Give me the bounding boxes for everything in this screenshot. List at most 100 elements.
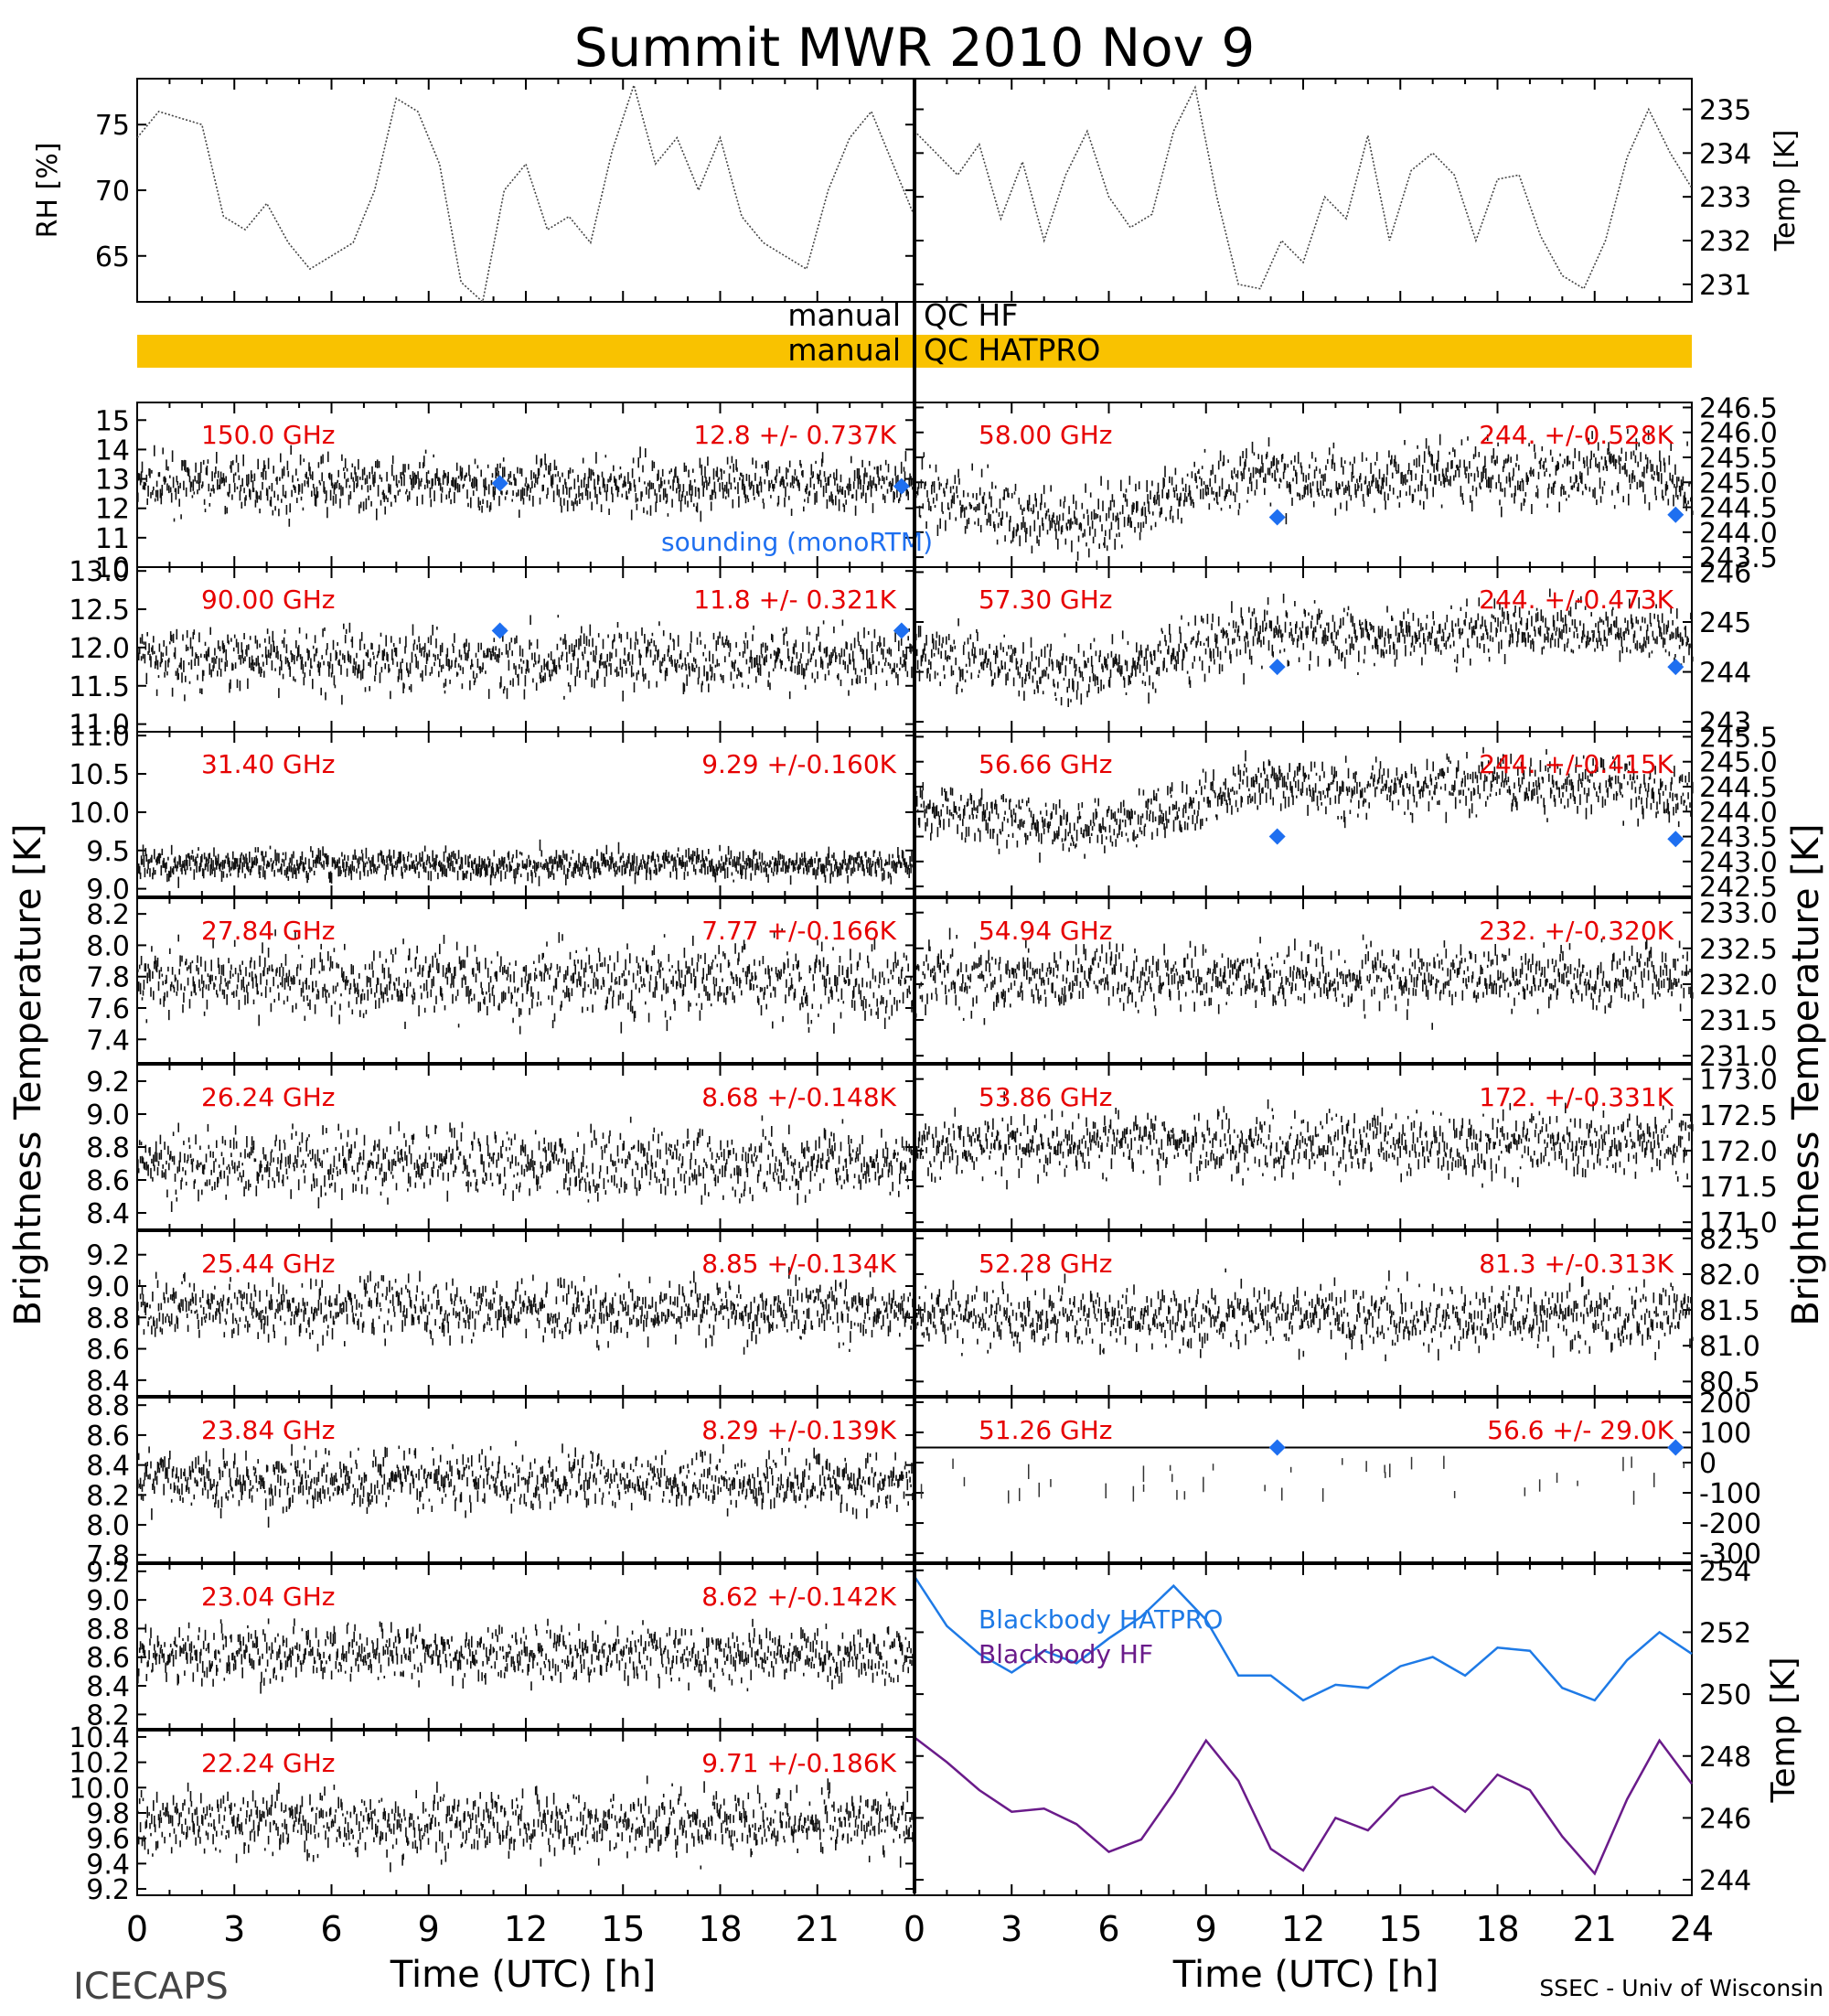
r2-left-panel-point	[507, 688, 508, 699]
r2-left-panel-point	[444, 691, 446, 694]
r2-right-panel-point	[1266, 623, 1267, 629]
r1-right-panel-point	[1618, 482, 1620, 493]
r1-left-panel-point	[192, 495, 194, 498]
r1-left-panel-point	[225, 506, 227, 514]
r2-left-panel-point	[620, 659, 622, 670]
r2-left-panel-point	[139, 648, 141, 654]
r1-left-panel-point	[679, 484, 681, 491]
r1-left-panel-point	[467, 503, 469, 507]
r1-left-panel-point	[199, 473, 201, 483]
r3-left-panel-point	[500, 871, 502, 882]
r2-right-panel-point	[1533, 641, 1535, 652]
r1-right-panel-point	[1512, 477, 1513, 481]
r2-left-panel-point	[284, 629, 286, 634]
r2-right-panel-point	[1317, 614, 1319, 625]
r2-left-panel-point	[682, 663, 684, 667]
r2-left-panel-point	[289, 667, 291, 678]
r1-left-panel-point	[793, 486, 795, 488]
r2-left-panel-point	[281, 660, 283, 670]
r2-left-panel-point	[827, 647, 829, 657]
r1-right-panel-point	[1603, 466, 1605, 471]
r1-left-panel-point	[619, 475, 621, 480]
r1-right-panel-point	[1301, 466, 1303, 474]
r2-right-panel-point	[1540, 626, 1542, 637]
r1-left-panel-point	[154, 445, 155, 456]
r1-right-panel-point	[1643, 466, 1645, 478]
r1-left-panel-point	[251, 475, 253, 479]
r3-left-panel-point	[854, 868, 856, 872]
r3-left-panel-ytick-label: 10.0	[69, 798, 130, 830]
r3-left-panel-point	[366, 848, 368, 859]
r2-left-panel-point	[302, 657, 304, 665]
r2-right-panel-point	[1000, 670, 1001, 673]
r2-right-panel-ytick-label: 245	[1699, 607, 1751, 639]
r2-left-panel-point	[595, 646, 597, 655]
r2-left-panel-point	[753, 626, 754, 630]
r2-left-panel-point	[144, 654, 146, 663]
r1-right-panel-point	[1510, 477, 1512, 488]
r2-right-panel-point	[1298, 635, 1300, 641]
r2-left-panel-point	[568, 682, 570, 687]
r2-left-panel-point	[902, 664, 904, 668]
r3-left-panel-point	[312, 851, 314, 858]
r1-left-panel-point	[235, 472, 237, 476]
r2-left-panel-point	[762, 654, 764, 659]
r2-right-panel-point	[1048, 674, 1050, 680]
r2-right-panel-point	[1498, 642, 1500, 654]
r1-left-panel-point	[892, 478, 893, 487]
r3-left-panel-point	[564, 853, 566, 860]
r2-right-panel-point	[1373, 626, 1374, 632]
r2-right-panel-point	[1555, 638, 1556, 647]
r2-left-panel-point	[346, 629, 348, 634]
r1-right-panel-point	[1175, 468, 1177, 476]
r1-right-panel-point	[1686, 442, 1688, 446]
r3-left-panel-point	[295, 868, 297, 879]
r2-left-panel-point	[519, 646, 521, 657]
r3-left-panel-point	[187, 860, 188, 870]
r3-left-panel-point	[720, 863, 722, 873]
r2-right-panel-point	[1033, 669, 1035, 671]
r2-left-panel-point	[153, 636, 155, 642]
r1-left-panel-point	[151, 470, 153, 474]
r1-right-panel-point	[932, 482, 934, 487]
r2-right-panel-point	[981, 662, 983, 670]
r1-right-panel-point	[1235, 474, 1237, 477]
r3-left-panel-point	[352, 861, 354, 871]
r2-left-panel-point	[360, 670, 362, 681]
r1-right-panel-point	[1691, 489, 1693, 497]
r2-right-panel-point	[1080, 670, 1082, 677]
r1-right-panel-point	[1257, 468, 1258, 473]
r2-left-panel-point	[802, 642, 804, 652]
r2-right-panel-point	[1233, 620, 1235, 628]
r2-left-panel-point	[209, 663, 211, 675]
r3-left-panel-point	[473, 869, 475, 874]
r1-right-panel-point	[1413, 494, 1415, 501]
r1-left-panel-point	[268, 458, 270, 469]
r2-right-panel-point	[1309, 664, 1310, 670]
r3-left-panel-point	[549, 857, 551, 864]
r1-left-panel-point	[699, 488, 701, 499]
r2-left-panel-point	[525, 675, 527, 686]
r3-left-panel-point	[337, 866, 339, 876]
r2-right-panel-point	[1100, 680, 1102, 692]
r3-left-panel-point	[891, 876, 893, 885]
r1-left-panel-point	[321, 472, 323, 481]
r1-right-panel-point	[994, 524, 996, 531]
r1-right-panel-point	[1218, 461, 1220, 470]
r2-right-panel-point	[1144, 657, 1146, 666]
r1-left-panel-point	[606, 490, 608, 500]
r2-right-panel-point	[1151, 660, 1153, 665]
r2-left-panel-point	[598, 633, 600, 638]
r1-right-panel-point	[990, 496, 992, 507]
r2-left-panel-point	[298, 645, 300, 657]
r2-left-panel-point	[844, 661, 846, 670]
r1-right-panel-point	[983, 496, 985, 504]
r2-left-panel-point	[308, 650, 310, 659]
r2-left-panel-point	[907, 636, 909, 640]
r3-left-panel-point	[451, 852, 453, 857]
r2-left-panel-point	[421, 648, 422, 656]
r2-right-panel-point	[1358, 650, 1360, 661]
r3-left-panel-point	[708, 849, 710, 854]
r2-right-panel-point	[1294, 601, 1296, 606]
r1-right-panel-point	[1186, 497, 1188, 502]
